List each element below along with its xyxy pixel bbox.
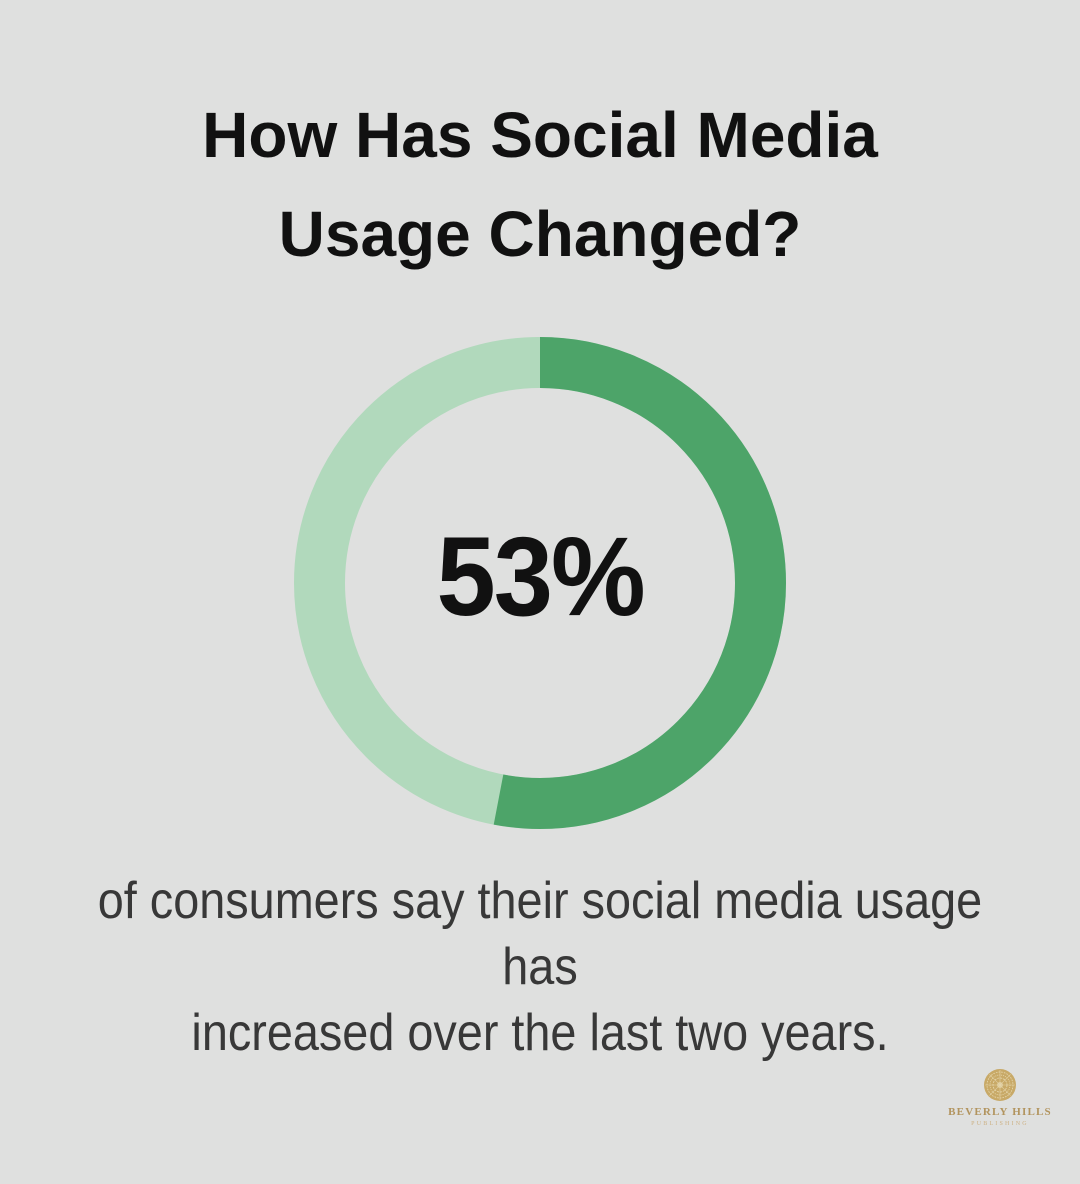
donut-chart-svg [294,337,786,829]
chart-caption-line-1: of consumers say their social media usag… [97,872,983,996]
donut-chart: 53% [290,333,790,833]
publisher-brand-name: BEVERLY HILLS [948,1106,1052,1118]
publisher-logo: BEVERLY HILLS PUBLISHING [940,1068,1060,1127]
donut-value-arc [294,337,786,829]
donut-center-label: 53% [290,326,790,826]
page-title-line-2: Usage Changed? [278,198,802,270]
chart-caption-line-2: increased over the last two years. [191,1004,889,1062]
page-title: How Has Social Media Usage Changed? [0,86,1080,284]
chart-caption: of consumers say their social media usag… [0,868,1080,1066]
beverly-hills-medallion-icon [984,1069,1016,1101]
donut-center-value: 53% [436,513,645,639]
page-title-line-1: How Has Social Media [202,99,878,171]
publisher-sub-brand: PUBLISHING [971,1121,1029,1127]
